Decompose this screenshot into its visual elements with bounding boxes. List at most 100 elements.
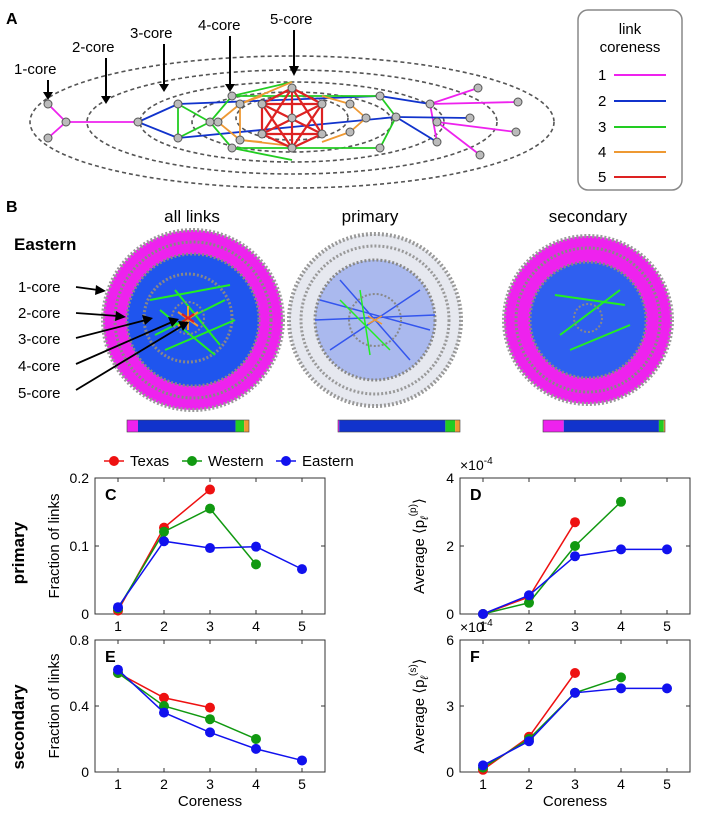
y-axis-label-sub: ℓ [419, 676, 431, 681]
x-tick-label: 5 [663, 776, 671, 792]
core-label-1: 1-core [14, 61, 57, 78]
x-axis-label: Coreness [543, 793, 607, 810]
y-axis-label: Average ⟨pℓ(s)⟩ [408, 658, 431, 753]
row-title-eastern: Eastern [14, 235, 76, 254]
legend-label-4: 4 [598, 144, 606, 161]
x-tick-label: 4 [252, 618, 260, 634]
point-eastern [662, 683, 672, 694]
x-tick-label: 1 [479, 776, 487, 792]
panel-label-c: C [105, 487, 117, 504]
panel-a: A [6, 9, 683, 191]
legend-label-texas: Texas [130, 453, 169, 470]
y-axis-exponent-power: -4 [484, 456, 493, 467]
network-all-links [101, 228, 285, 412]
network-primary [287, 232, 463, 408]
column-title-primary: primary [342, 207, 399, 226]
bar-1-outline [337, 419, 461, 433]
legend-title-line2: coreness [600, 39, 661, 56]
panel-b: B Eastern all links primary secondary [6, 199, 674, 433]
point-western [251, 734, 261, 744]
point-eastern [251, 541, 261, 552]
y-axis-label-end: ⟩ [411, 658, 428, 664]
point-eastern [570, 551, 580, 562]
x-tick-label: 2 [525, 776, 533, 792]
y-axis-exponent-power: -4 [484, 618, 493, 629]
legend-label-3: 3 [598, 119, 606, 136]
y-tick-label: 2 [446, 538, 454, 554]
bar-0-segment-1 [137, 420, 236, 432]
x-tick-label: 2 [160, 776, 168, 792]
y-axis-label-sup: (p) [408, 504, 419, 516]
point-texas [205, 484, 215, 495]
y-tick-label: 0.2 [70, 470, 90, 486]
y-tick-label: 4 [446, 470, 454, 486]
bar-0-segment-2 [235, 420, 245, 432]
x-tick-label: 5 [298, 618, 306, 634]
point-texas [205, 702, 215, 713]
row-label-secondary: secondary [9, 684, 28, 770]
core-label-2: 2-core [72, 39, 115, 56]
bar-0-segment-0 [127, 420, 138, 432]
core-label-5: 5-core [270, 11, 313, 28]
b-core-label-1: 1-core [18, 279, 61, 296]
bar-0-outline [126, 419, 250, 433]
x-tick-label: 4 [252, 776, 260, 792]
point-texas [159, 692, 169, 703]
core-1-ellipse [29, 55, 555, 189]
point-western [251, 559, 261, 570]
network-nodes [43, 83, 523, 160]
series-line-western [482, 501, 622, 615]
point-eastern [524, 590, 534, 601]
x-tick-label: 2 [525, 618, 533, 634]
legend-label-western: Western [208, 453, 264, 470]
y-axis-label: Fraction of links [46, 653, 63, 758]
point-eastern [616, 683, 626, 694]
coreness-legend: link coreness 1 2 3 4 5 [577, 9, 683, 191]
y-axis-label-end: ⟩ [411, 498, 428, 504]
y-axis-exponent: ×10-4 [460, 456, 493, 473]
bar-2-segment-2 [658, 420, 664, 432]
bar-1-segment-1 [339, 420, 446, 432]
point-eastern [570, 687, 580, 698]
b-core-label-4: 4-core [18, 358, 61, 375]
point-eastern [297, 564, 307, 575]
chart-f: F 1 2 3 4 5 0 3 6 Coreness Average ⟨pℓ(s)⟩ ×10-4 [408, 618, 691, 810]
x-tick-label: 1 [114, 618, 122, 634]
point-western [616, 496, 626, 507]
bar-2-outline [542, 419, 666, 433]
x-tick-label: 2 [160, 618, 168, 634]
legend-label-1: 1 [598, 67, 606, 84]
legend-label-eastern: Eastern [302, 453, 354, 470]
point-eastern [478, 609, 488, 619]
panel-label-f: F [470, 649, 480, 666]
point-eastern [205, 543, 215, 554]
coreness-composition-bars [126, 419, 666, 433]
y-axis-label-sub: ℓ [419, 516, 431, 521]
core-annotations: 1-core 2-core 3-core 4-core 5-core [14, 11, 313, 104]
chart-d: D 1 2 3 4 5 0 2 4 Average ⟨pℓ(p)⟩ ×10-4 [408, 456, 691, 634]
point-texas [570, 517, 580, 528]
x-tick-label: 5 [298, 776, 306, 792]
y-axis-label: Average ⟨pℓ(p)⟩ [408, 498, 431, 594]
bar-1-segment-0 [338, 420, 340, 432]
chart-c: C 1 2 3 4 5 0 0.1 0.2 Fraction of links [46, 470, 326, 634]
x-tick-label: 1 [479, 618, 487, 634]
column-title-secondary: secondary [549, 207, 628, 226]
x-tick-label: 5 [663, 618, 671, 634]
column-title-all-links: all links [164, 207, 220, 226]
chart-e: E 1 2 3 4 5 0 0.4 0.8 Coreness Fraction of links [46, 632, 326, 810]
bar-0-segment-3 [244, 420, 249, 432]
b-core-label-3: 3-core [18, 331, 61, 348]
x-tick-label: 4 [617, 618, 625, 634]
b-core-label-5: 5-core [18, 385, 61, 402]
point-eastern [524, 736, 534, 747]
y-axis-label: Fraction of links [46, 493, 63, 598]
point-eastern [159, 707, 169, 718]
legend-marker-texas [109, 456, 119, 466]
panel-a-label: A [6, 11, 18, 28]
y-tick-label: 0.4 [70, 698, 90, 714]
x-axis-label: Coreness [178, 793, 242, 810]
y-tick-label: 0.8 [70, 632, 90, 648]
bar-2-segment-1 [563, 420, 659, 432]
